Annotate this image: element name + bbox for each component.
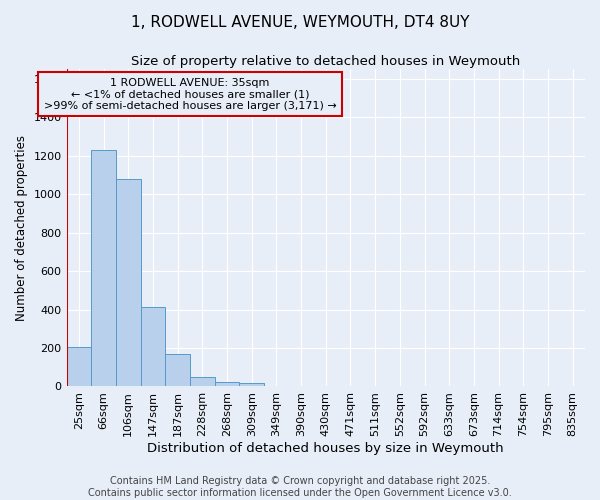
- Text: Contains HM Land Registry data © Crown copyright and database right 2025.
Contai: Contains HM Land Registry data © Crown c…: [88, 476, 512, 498]
- Text: 1 RODWELL AVENUE: 35sqm
← <1% of detached houses are smaller (1)
>99% of semi-de: 1 RODWELL AVENUE: 35sqm ← <1% of detache…: [44, 78, 337, 111]
- Bar: [140, 306, 165, 386]
- Bar: [165, 354, 190, 386]
- Bar: [190, 377, 215, 386]
- Bar: [116, 179, 140, 386]
- Title: Size of property relative to detached houses in Weymouth: Size of property relative to detached ho…: [131, 55, 520, 68]
- X-axis label: Distribution of detached houses by size in Weymouth: Distribution of detached houses by size …: [148, 442, 504, 455]
- Text: 1, RODWELL AVENUE, WEYMOUTH, DT4 8UY: 1, RODWELL AVENUE, WEYMOUTH, DT4 8UY: [131, 15, 469, 30]
- Bar: [239, 382, 264, 386]
- Bar: [91, 150, 116, 386]
- Bar: [215, 382, 239, 386]
- Bar: [67, 347, 91, 387]
- Y-axis label: Number of detached properties: Number of detached properties: [15, 135, 28, 321]
